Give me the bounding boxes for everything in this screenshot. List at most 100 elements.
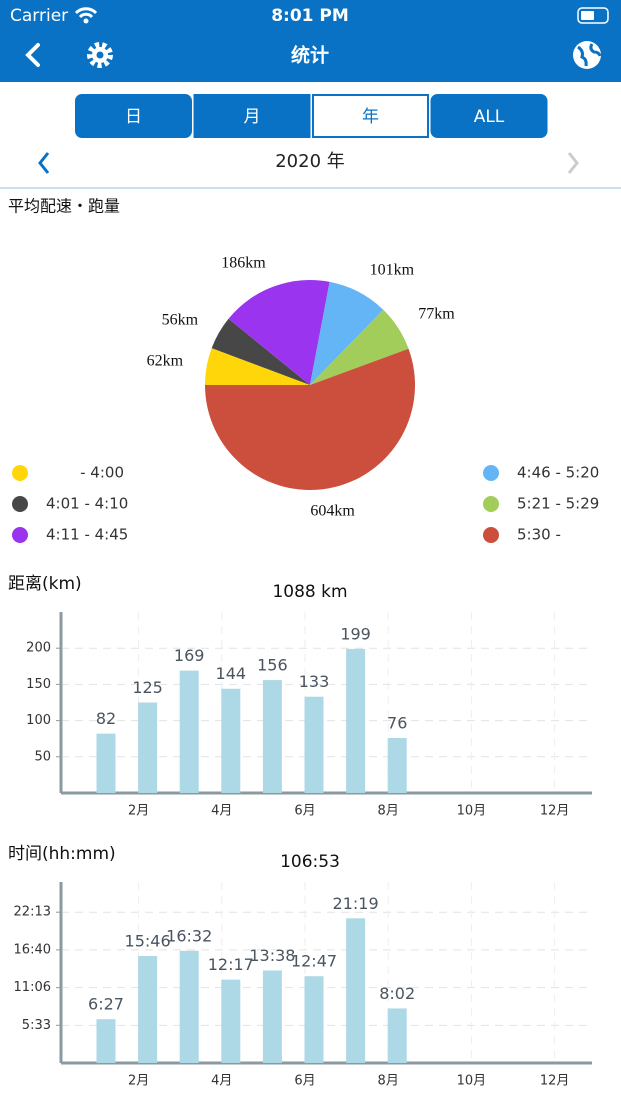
carrier: Carrier: [10, 6, 68, 26]
gear-teeth: [87, 42, 113, 68]
back-button[interactable]: [25, 43, 40, 67]
wifi-icon: [74, 7, 98, 19]
value-label: 76: [387, 713, 407, 732]
x-tick-label: 6月: [294, 804, 315, 819]
tab-label: 日: [125, 107, 142, 127]
value-label: 15:46: [125, 931, 171, 950]
y-tick-label: 5:33: [22, 1018, 51, 1033]
battery-level: [581, 11, 594, 20]
value-label: 12:47: [291, 952, 337, 971]
gear-hole: [96, 51, 104, 59]
nav-title: 统计: [291, 44, 329, 67]
value-label: 169: [174, 646, 205, 665]
battery: [577, 7, 609, 24]
x-tick-label: 4月: [211, 1074, 232, 1089]
x-tick-label: 12月: [540, 804, 570, 819]
slice-label: 62km: [147, 353, 184, 370]
legend-label: 4:11 - 4:45: [46, 526, 128, 544]
bar: [221, 979, 241, 1063]
legend-label: 4:01 - 4:10: [46, 495, 128, 513]
legend-label: - 4:00: [80, 464, 124, 482]
value-label: 16:32: [166, 926, 212, 945]
tab[interactable]: [312, 94, 429, 138]
x-tick-label: 8月: [378, 804, 399, 819]
y-tick-label: 200: [26, 641, 51, 656]
bar: [304, 976, 324, 1063]
bar: [304, 696, 324, 793]
bar: [387, 737, 407, 793]
legend-swatch: [12, 465, 28, 481]
value-label: 199: [340, 624, 371, 643]
tab-label: ALL: [474, 107, 505, 127]
globe-land: [577, 43, 602, 67]
legend-swatch: [483, 465, 499, 481]
tab-label: 月: [244, 107, 261, 127]
value-label: 125: [132, 678, 163, 697]
y-tick-label: 11:06: [14, 980, 51, 995]
prev-button[interactable]: [38, 152, 50, 174]
legend-swatch: [483, 527, 499, 543]
time: 8:01 PM: [271, 6, 349, 26]
bar: [138, 702, 158, 793]
pie-slice: [310, 281, 384, 385]
x-tick-label: 2月: [128, 1074, 149, 1089]
pie-slice: [211, 318, 310, 385]
bar: [346, 648, 366, 793]
pie-slice: [310, 309, 409, 385]
bar: [96, 733, 116, 793]
x-tick-label: 12月: [540, 1074, 570, 1089]
next-button[interactable]: [567, 152, 579, 174]
bar: [346, 918, 366, 1063]
bar: [179, 670, 199, 793]
tab[interactable]: [193, 94, 311, 138]
legend-label: 4:46 - 5:20: [517, 464, 599, 482]
bar: [138, 955, 158, 1063]
x-tick-label: 10月: [457, 804, 487, 819]
chart-title: 平均配速・跑量: [8, 197, 120, 216]
value-label: 82: [96, 709, 116, 728]
bar: [262, 970, 282, 1063]
x-tick-label: 10月: [457, 1074, 487, 1089]
tab-label: 年: [362, 107, 379, 127]
legend-swatch: [12, 496, 28, 512]
slice-label: 101km: [370, 261, 415, 278]
value-label: 156: [257, 656, 288, 675]
axis-label: 距离(km): [8, 574, 82, 594]
period: 2020 年: [275, 151, 345, 172]
legend-swatch: [12, 527, 28, 543]
slice-label: 77km: [418, 305, 455, 322]
value-label: 8:02: [379, 984, 415, 1003]
tab[interactable]: [75, 94, 192, 138]
slice-label: 604km: [310, 503, 355, 520]
value-label: 13:38: [249, 946, 295, 965]
y-tick-label: 150: [26, 677, 51, 692]
pie-slice: [228, 280, 330, 385]
chart-title: 106:53: [280, 852, 340, 872]
y-tick-label: 100: [26, 713, 51, 728]
globe-button[interactable]: [573, 41, 602, 69]
tab[interactable]: [430, 94, 548, 138]
pie-slice: [205, 348, 310, 385]
x-tick-label: 6月: [294, 1074, 315, 1089]
value-label: 12:17: [208, 955, 254, 974]
legend-label: 5:21 - 5:29: [517, 495, 599, 513]
pie-slice: [205, 348, 415, 490]
y-tick-label: 16:40: [14, 942, 51, 957]
settings-button[interactable]: [87, 42, 113, 68]
bar: [221, 688, 241, 793]
legend-label: 5:30 -: [517, 526, 561, 544]
value-label: 144: [216, 664, 247, 683]
value-label: 6:27: [88, 995, 124, 1014]
chart-title: 1088 km: [272, 582, 347, 602]
x-tick-label: 2月: [128, 804, 149, 819]
wifi-dot: [83, 18, 89, 24]
y-tick-label: 22:13: [14, 905, 51, 920]
axis-label: 时间(hh:mm): [8, 844, 116, 864]
value-label: 133: [299, 672, 330, 691]
value-label: 21:19: [333, 894, 379, 913]
bar: [96, 1019, 116, 1063]
bar: [387, 1008, 407, 1063]
x-tick-label: 4月: [211, 804, 232, 819]
